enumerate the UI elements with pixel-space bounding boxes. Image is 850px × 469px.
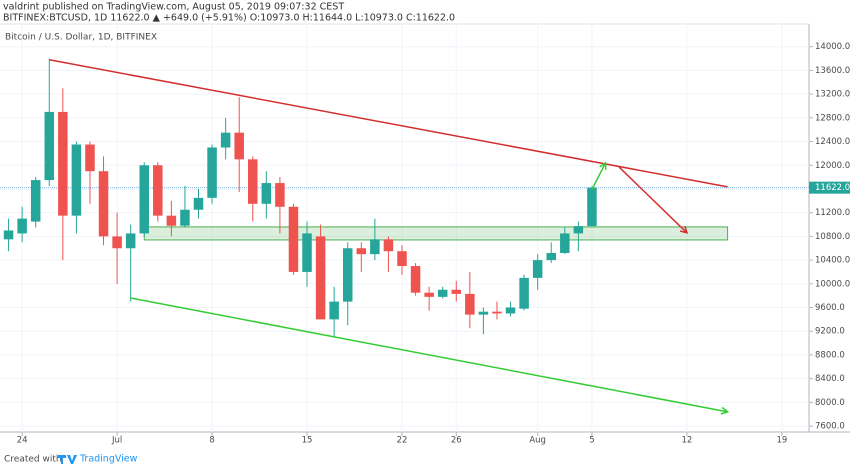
arrowhead [599,161,607,170]
candle-body [261,183,272,204]
candle-body [220,132,231,148]
y-tick-label: 12400.0 [815,137,850,147]
candle-body [573,226,584,234]
candle-body [207,147,217,198]
candle-body [532,260,543,278]
candle-body [437,289,448,297]
y-tick-label: 9600.0 [815,303,845,313]
arrowhead [679,225,689,234]
y-tick-label: 9200.0 [815,327,845,337]
candle-body [342,248,353,302]
candle-body [302,233,312,272]
y-tick-label: 13600.0 [815,66,850,76]
logo [58,455,77,464]
candle-body [397,251,407,267]
x-tick-label: 5 [589,436,594,446]
candle-body [451,289,462,294]
x-tick-label: 26 [451,436,462,446]
x-tick-label: 24 [17,436,28,446]
symbol-info: BITFINEX:BTCUSD, 1D 11622.0 ▲ +649.0 (+5… [3,13,455,24]
y-tick-label: 12800.0 [815,113,850,123]
candle-body [505,307,516,314]
candle-body [30,180,41,222]
last-price-label: 11622.0 [815,183,850,193]
candle-body [587,187,597,227]
candle-body [424,292,434,297]
trendline [49,59,728,188]
candle-body [112,236,122,249]
y-tick-label: 12000.0 [815,161,850,171]
candle-body [58,111,68,216]
candle-body [3,230,14,240]
candle-body [315,236,326,320]
axes: 7600.0 8000.0 8400.0 8800.0 9200.0 9600.0 1000… [17,42,850,446]
arrowhead [720,406,730,415]
candle-body [329,301,339,320]
x-tick-label: 19 [776,436,787,446]
trendline [130,297,728,413]
x-tick-label: Jul [111,436,122,446]
candle-body [478,311,489,315]
y-tick-label: 13200.0 [815,90,850,100]
candle-body [85,144,95,172]
candle-body [560,233,570,253]
y-tick-label: 8400.0 [815,374,845,384]
candle-body [248,159,258,204]
candle-body [234,132,244,160]
chart-title: Bitcoin / U.S. Dollar, 1D, BITFINEX [5,33,157,43]
candle-body [44,111,55,181]
x-tick-label: Aug [529,436,546,446]
x-tick-label: 8 [209,436,214,446]
candle-body [383,239,394,252]
candle-body [71,144,82,216]
candle-body [288,206,299,272]
y-tick-label: 10400.0 [815,256,850,266]
y-tick-label: 14000.0 [815,42,850,52]
candle-body [180,209,190,226]
y-tick-label: 10800.0 [815,232,850,242]
candle-body [17,218,27,234]
y-tick-label: 11200.0 [815,208,850,218]
y-tick-label: 8800.0 [815,350,845,360]
candle-body [139,165,149,234]
candle-body [356,248,367,255]
publish-info: valdrint published on TradingView.com, A… [3,2,344,13]
candle-body [125,233,136,249]
x-tick-label: 12 [681,436,692,446]
candle-body [370,239,380,255]
candle-body [98,171,109,237]
candle-body [465,293,475,315]
candle-body [166,215,177,226]
y-tick-label: 7600.0 [815,422,845,432]
trendline [618,166,688,234]
y-tick-label: 10000.0 [815,279,850,289]
y-tick-label: 8000.0 [815,398,845,408]
footer-brand: TradingView [79,454,138,465]
candle-body [275,183,285,207]
plot-area [0,58,809,415]
candle-body [492,311,502,314]
last-price-box [809,181,850,194]
candle-body [193,197,204,210]
candle-body [546,252,556,261]
candle-body [410,266,421,293]
x-tick-label: 22 [397,436,408,446]
support-zone [143,226,729,241]
footer-prefix: Created with [4,455,62,465]
trendline [591,162,607,190]
candle-body [519,277,529,309]
x-tick-label: 15 [302,436,313,446]
candle-body [153,165,163,216]
